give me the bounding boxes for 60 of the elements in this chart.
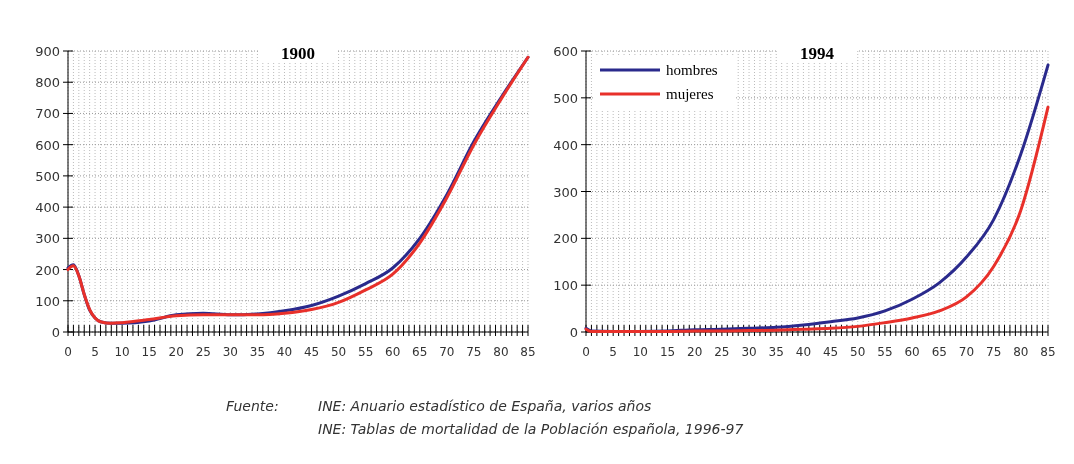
x-tick-label: 45 [303, 345, 320, 359]
x-tick-label: 35 [768, 345, 784, 359]
y-tick-label: 300 [35, 231, 60, 247]
x-tick-label: 65 [931, 345, 947, 359]
x-tick-label: 85 [1040, 345, 1056, 359]
chart-title: 1900 [281, 44, 315, 63]
y-tick-label: 300 [553, 184, 578, 200]
y-tick-label: 200 [553, 231, 578, 247]
legend-label: mujeres [666, 86, 714, 102]
y-tick-label: 200 [35, 262, 60, 278]
x-tick-label: 35 [249, 345, 266, 359]
x-tick-label: 30 [222, 345, 238, 359]
y-tick-label: 0 [569, 325, 578, 340]
y-tick-label: 400 [553, 137, 578, 153]
x-tick-label: 60 [385, 345, 401, 359]
x-tick-label: 65 [412, 345, 428, 359]
y-tick-label: 0 [51, 325, 60, 340]
y-tick-label: 700 [35, 106, 60, 122]
x-tick-label: 75 [986, 345, 1002, 359]
y-tick-label: 900 [35, 44, 60, 59]
x-tick-label: 75 [466, 345, 482, 359]
x-tick-label: 55 [877, 345, 893, 359]
legend-label: hombres [666, 62, 718, 78]
y-tick-label: 400 [35, 200, 60, 216]
x-tick-label: 60 [904, 345, 920, 359]
x-tick-label: 0 [64, 345, 72, 359]
source-note: Fuente: [226, 398, 279, 414]
x-tick-label: 5 [609, 345, 617, 359]
x-tick-label: 15 [141, 345, 157, 359]
y-tick-label: 500 [553, 90, 578, 106]
y-tick-label: 500 [35, 168, 60, 184]
x-tick-label: 0 [582, 345, 590, 359]
y-tick-label: 600 [553, 44, 578, 59]
chart-title: 1994 [800, 44, 835, 63]
x-tick-label: 25 [714, 345, 730, 359]
x-tick-label: 85 [520, 345, 536, 359]
x-tick-label: 40 [795, 345, 812, 359]
x-tick-label: 25 [195, 345, 211, 359]
text: INE: Tablas de mortalidad de la Población española, 1996-97 [318, 421, 744, 437]
y-tick-label: 100 [35, 293, 60, 309]
x-tick-label: 70 [439, 345, 455, 359]
x-tick-label: 50 [330, 345, 347, 359]
x-tick-label: 55 [358, 345, 374, 359]
x-tick-label: 10 [632, 345, 648, 359]
y-tick-label: 100 [553, 278, 578, 294]
x-tick-label: 50 [850, 345, 866, 359]
x-tick-label: 70 [958, 345, 975, 359]
x-tick-label: 45 [822, 345, 839, 359]
x-tick-label: 30 [741, 345, 757, 359]
x-tick-label: 40 [276, 345, 293, 359]
x-tick-label: 15 [659, 345, 676, 359]
x-tick-label: 10 [114, 345, 130, 359]
x-tick-label: 20 [687, 345, 703, 359]
text: INE: Anuario estadístico de España, varios años [318, 398, 652, 414]
x-tick-label: 80 [1013, 345, 1029, 359]
y-tick-label: 600 [35, 137, 60, 153]
x-tick-label: 80 [493, 345, 509, 359]
x-tick-label: 20 [168, 345, 184, 359]
x-tick-label: 5 [91, 345, 99, 359]
y-tick-label: 800 [35, 75, 60, 91]
